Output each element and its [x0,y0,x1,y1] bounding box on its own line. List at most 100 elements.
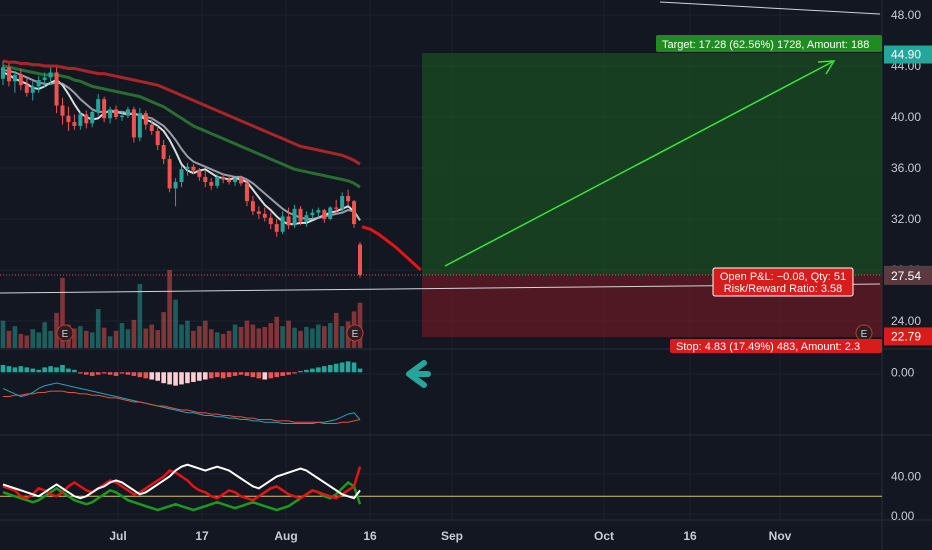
macd-bar-13 [78,372,83,374]
volume-bar-55 [327,323,333,348]
candle-33 [197,168,202,181]
candle-14 [84,110,89,129]
macd-bar-24 [143,372,149,379]
volume-bar-32 [191,330,196,348]
macd-bar-53 [316,367,321,373]
macd-bar-42 [250,372,256,378]
candle-8 [48,67,53,86]
volume-bar-0 [0,320,6,348]
macd-bar-41 [244,372,250,376]
osc-tick-0: 40.00 [891,470,921,484]
candle-31 [185,162,190,176]
macd-histogram [0,361,363,386]
macd-bar-16 [95,372,101,375]
stop-label[interactable]: Stop: 4.83 (17.49%) 483, Amount: 2.3 [670,339,882,353]
trendline-top[interactable] [659,1,881,15]
volume-bar-46 [274,316,279,348]
candle-48 [286,207,291,230]
candle-19 [114,105,119,120]
volume-bar-45 [268,323,274,348]
volume-bar-53 [316,324,321,348]
volume-bar-5 [30,329,36,348]
forecast-arrow[interactable] [444,60,836,267]
price-badge-0: 44.90 [884,45,932,64]
macd-bar-57 [339,362,345,373]
time-tick-1: 17 [195,529,209,543]
stop-label-text: Stop: 4.83 (17.49%) 483, Amount: 2.3 [676,341,860,353]
macd-bar-43 [256,372,262,379]
macd-bar-39 [232,372,238,376]
candle-47 [280,211,285,235]
volume-bar-16 [95,309,101,348]
svg-text:E: E [62,329,69,340]
macd-bar-54 [322,366,327,373]
candle-60 [358,241,362,278]
volume-bar-15 [89,332,95,348]
candle-6 [36,76,41,93]
time-axis[interactable]: Jul 17 Aug 16 Sep Oct 16 Nov [109,529,791,543]
volume-bar-51 [304,326,309,348]
volume-bar-10 [60,277,65,348]
projection-line[interactable] [361,225,422,272]
candle-41 [244,180,249,207]
candle-0 [1,60,5,86]
volume-bar-30 [179,324,184,348]
candle-3 [18,68,23,91]
macd-bar-0 [0,364,6,373]
candle-27 [161,139,166,165]
volume-bar-17 [101,327,107,348]
price-tick-3: 36.00 [891,161,921,175]
volume-bar-34 [203,320,208,348]
candle-34 [203,170,208,188]
candle-50 [298,206,303,226]
candle-5 [30,81,35,101]
candle-21 [125,106,130,119]
candle-26 [155,125,160,151]
macd-bar-29 [173,372,178,386]
macd-bar-10 [60,364,65,373]
time-tick-7: Nov [769,529,792,543]
candle-10 [60,97,65,125]
candle-40 [239,175,243,186]
macd-bar-47 [280,372,285,376]
candle-12 [72,114,77,130]
candle-4 [24,78,29,97]
volume-bar-43 [256,328,262,348]
candle-59 [352,199,357,228]
macd-bar-18 [107,372,113,375]
candle-23 [137,108,142,142]
candle-53 [316,207,321,218]
macd-bar-49 [292,372,297,374]
candle-58 [346,189,351,205]
target-label[interactable]: Target: 17.28 (62.56%) 1728, Amount: 188 [656,35,882,52]
scroll-left-arrow-icon[interactable] [406,360,431,388]
macd-bar-9 [54,367,59,373]
volume-bar-42 [250,324,256,348]
price-tick-4: 32.00 [891,212,921,226]
price-tick-0: 48.00 [891,8,921,22]
macd-bar-51 [304,369,309,373]
candle-49 [292,204,297,228]
candle-56 [334,199,339,214]
macd-bar-33 [197,372,202,381]
pnl-info-box[interactable]: Open P&L: −0.08, Qty: 51 Risk/Reward Rat… [712,267,854,297]
macd-signal-line [3,390,361,425]
volume-bar-3 [18,333,24,348]
candle-36 [215,174,220,189]
macd-bar-17 [101,372,107,374]
candle-30 [179,165,184,188]
macd-bar-28 [167,372,172,385]
volume-bar-21 [125,329,131,348]
candle-24 [143,110,148,130]
candle-22 [131,106,136,143]
time-tick-4: Sep [441,529,463,543]
volume-bar-29 [173,299,178,348]
candle-18 [108,106,113,124]
candle-57 [340,192,345,212]
volume-bar-7 [42,322,47,348]
candle-15 [90,109,95,128]
overlay-ema-100 [2,59,361,166]
pnl-line-1: Open P&L: −0.08, Qty: 51 [720,271,846,283]
macd-bar-35 [208,372,214,379]
